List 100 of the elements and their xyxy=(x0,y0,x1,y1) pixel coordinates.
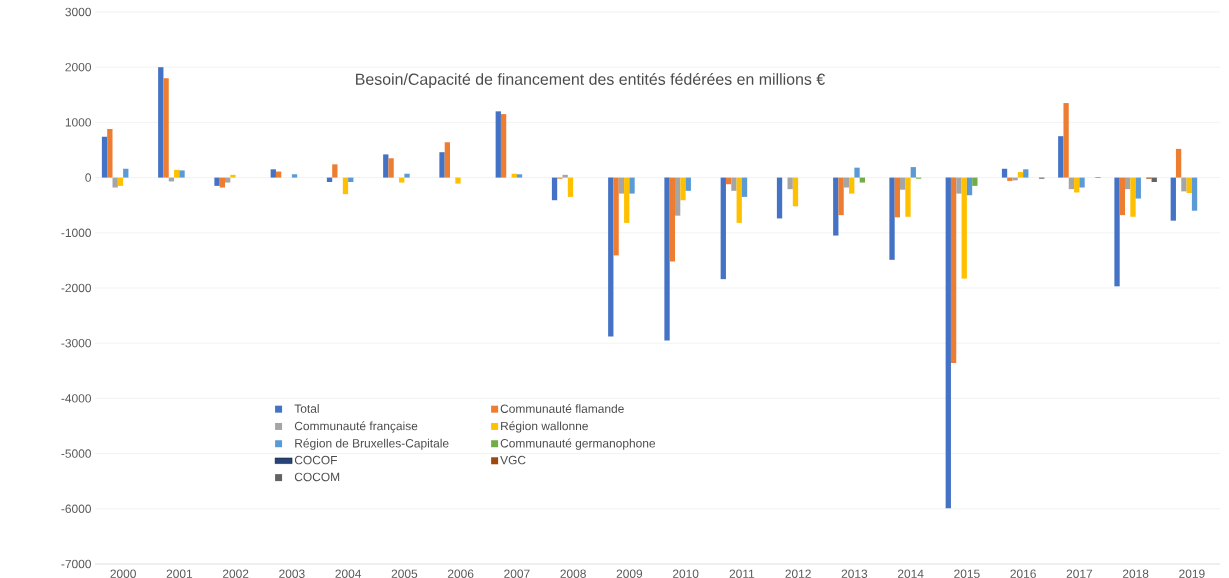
x-tick-label: 2001 xyxy=(166,569,193,578)
bar xyxy=(1063,103,1069,178)
bar xyxy=(291,174,298,178)
bar xyxy=(1170,177,1176,221)
bar xyxy=(495,111,501,178)
bar xyxy=(613,177,619,256)
legend-label: COCOM xyxy=(294,472,340,482)
bar xyxy=(107,129,113,178)
bar xyxy=(1007,177,1013,181)
x-tick-label: 2019 xyxy=(1179,569,1205,578)
bar xyxy=(163,78,169,178)
bar xyxy=(179,170,185,178)
bar xyxy=(624,177,630,223)
y-tick-label: 1000 xyxy=(65,118,92,127)
bar xyxy=(1119,177,1126,216)
bar xyxy=(950,177,957,364)
bar xyxy=(905,177,911,217)
x-tick-label: 2017 xyxy=(1066,569,1093,578)
bar xyxy=(736,177,742,223)
bar xyxy=(720,177,726,280)
x-tick-label: 2000 xyxy=(110,569,136,578)
x-tick-label: 2014 xyxy=(897,569,924,578)
y-tick-label: 3000 xyxy=(65,7,92,17)
bar xyxy=(685,177,691,191)
legend-label: Communauté flamande xyxy=(500,404,624,413)
bar xyxy=(332,164,338,178)
bar xyxy=(562,174,568,178)
y-tick-label: 2000 xyxy=(65,62,92,72)
bar xyxy=(776,177,783,219)
bar xyxy=(972,177,978,186)
bar xyxy=(1191,177,1198,211)
bar xyxy=(399,177,405,183)
x-tick-label: 2010 xyxy=(672,569,699,578)
legend-label: COCOF xyxy=(294,455,337,465)
x-tick-label: 2016 xyxy=(1010,569,1036,578)
bar xyxy=(731,177,737,191)
bar xyxy=(664,177,670,341)
bar xyxy=(112,177,118,188)
bar xyxy=(838,177,844,216)
bar xyxy=(629,177,635,194)
bar xyxy=(123,168,129,178)
bar xyxy=(1023,169,1029,178)
legend-label: VGC xyxy=(500,455,526,465)
bar xyxy=(859,177,866,183)
bar xyxy=(792,177,799,207)
bar xyxy=(849,177,855,194)
x-tick-label: 2013 xyxy=(841,569,868,578)
bar xyxy=(511,173,517,178)
bar xyxy=(741,177,748,197)
bar xyxy=(889,177,895,260)
legend-label: Région wallonne xyxy=(501,421,588,433)
bar xyxy=(608,177,614,337)
bar xyxy=(101,136,108,178)
bar xyxy=(900,177,906,190)
legend-label: Région de Bruxelles-Capitale xyxy=(295,438,449,450)
bar xyxy=(945,177,951,509)
bar xyxy=(219,177,225,188)
x-tick-label: 2015 xyxy=(954,569,980,578)
bar xyxy=(833,177,839,236)
bar xyxy=(961,177,967,279)
x-tick-label: 2011 xyxy=(729,569,755,578)
x-tick-label: 2004 xyxy=(335,569,362,578)
y-tick-label: -6000 xyxy=(61,504,92,514)
bar xyxy=(1114,177,1120,287)
y-tick-label: 0 xyxy=(85,173,92,182)
bar xyxy=(1017,172,1024,178)
x-tick-label: 2018 xyxy=(1122,569,1149,578)
bar xyxy=(669,177,675,262)
bar xyxy=(1001,168,1008,178)
bar xyxy=(230,174,236,178)
bar xyxy=(444,142,450,178)
bar xyxy=(388,158,394,178)
bar xyxy=(567,177,574,197)
bar xyxy=(174,169,180,178)
bar xyxy=(516,174,523,178)
bar xyxy=(383,154,389,178)
bar xyxy=(1130,177,1136,217)
y-tick-label: -4000 xyxy=(61,394,92,403)
text: Besoin/Capacité de financement des entités fédérées en millions € xyxy=(356,73,825,89)
x-tick-label: 2012 xyxy=(785,569,811,578)
bar xyxy=(342,177,349,195)
bar xyxy=(1058,136,1064,178)
bar xyxy=(1175,148,1182,178)
x-tick-label: 2007 xyxy=(504,569,530,578)
bar xyxy=(1186,177,1192,194)
bar xyxy=(1135,177,1141,199)
bar xyxy=(214,177,220,186)
x-tick-label: 2003 xyxy=(279,569,305,578)
bar xyxy=(618,177,625,194)
legend-label: Total xyxy=(294,404,319,413)
y-tick-label: -5000 xyxy=(61,449,92,458)
y-tick-label: -2000 xyxy=(61,283,92,293)
x-tick-label: 2002 xyxy=(222,569,249,578)
bar xyxy=(225,177,231,183)
y-tick-label: -1000 xyxy=(61,228,92,238)
bar xyxy=(1181,177,1187,192)
bar xyxy=(275,171,282,178)
bar xyxy=(158,67,164,178)
bar xyxy=(551,177,558,201)
bar xyxy=(966,177,973,196)
